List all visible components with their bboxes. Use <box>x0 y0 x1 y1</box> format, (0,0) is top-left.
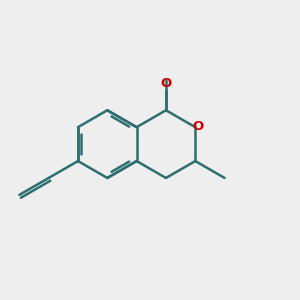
Text: O: O <box>192 120 203 133</box>
Text: O: O <box>160 77 172 90</box>
